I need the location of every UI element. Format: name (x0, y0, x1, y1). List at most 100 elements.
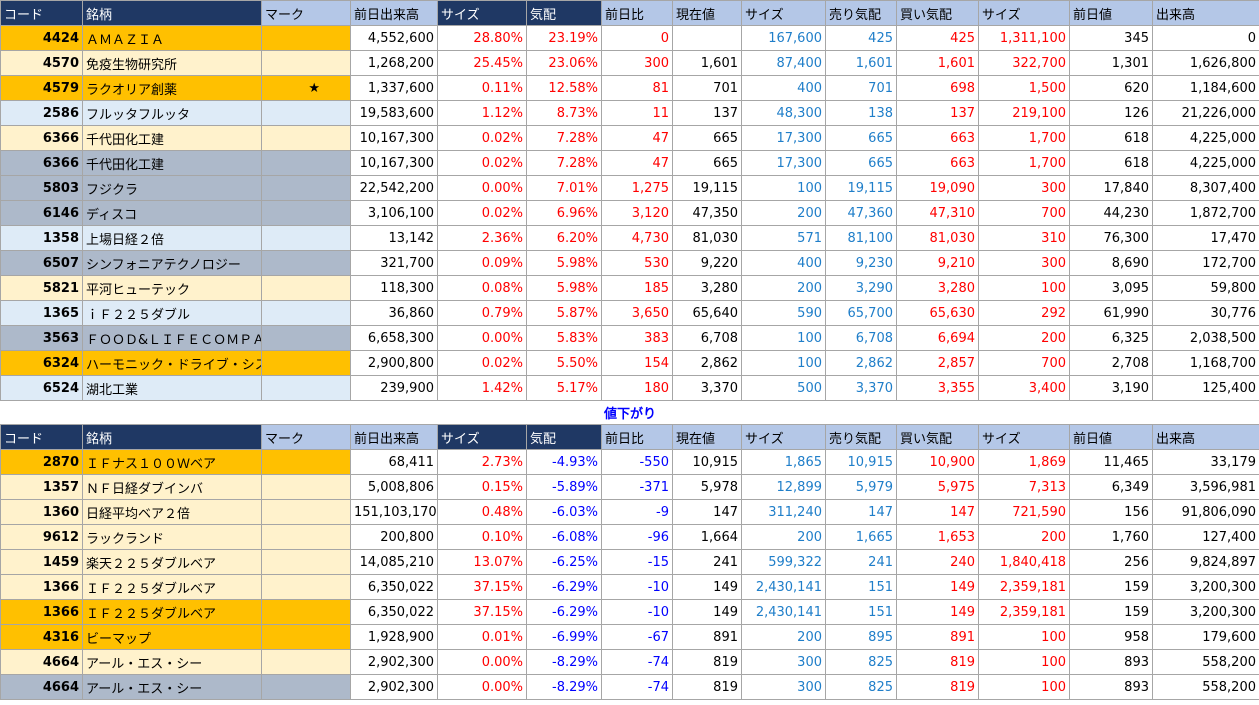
mark-cell[interactable] (261, 300, 351, 326)
prev-volume-cell[interactable]: 2,902,300 (350, 674, 438, 700)
table-row[interactable]: 1358 上場日経２倍 13,142 2.36% 6.20% 4,730 81,030 571… (0, 225, 1259, 251)
losers-header-size-2[interactable]: サイズ (741, 424, 826, 450)
prev-close-cell[interactable]: 3,190 (1069, 375, 1153, 401)
size1-cell[interactable]: 0.00% (437, 649, 527, 675)
table-row[interactable]: 2586 フルッタフルッタ 19,583,600 1.12% 8.73% 11 137 48,… (0, 100, 1259, 126)
gainers-header-quote[interactable]: 気配 (526, 0, 602, 26)
ask-cell[interactable]: 6,708 (825, 325, 897, 351)
name-cell[interactable]: ＮＦ日経ダブインバ (82, 474, 262, 500)
quote-cell[interactable]: 5.17% (526, 375, 602, 401)
quote-cell[interactable]: -6.29% (526, 574, 602, 600)
change-cell[interactable]: 3,120 (601, 200, 673, 226)
change-cell[interactable]: 3,650 (601, 300, 673, 326)
size2-cell[interactable]: 100 (741, 175, 826, 201)
size2-cell[interactable]: 2,430,141 (741, 599, 826, 625)
quote-cell[interactable]: -5.89% (526, 474, 602, 500)
mark-cell[interactable] (261, 25, 351, 51)
prev-volume-cell[interactable]: 22,542,200 (350, 175, 438, 201)
gainers-header-prev-volume[interactable]: 前日出来高 (350, 0, 438, 26)
volume-cell[interactable]: 1,184,600 (1152, 75, 1259, 101)
size3-cell[interactable]: 1,869 (978, 449, 1070, 475)
quote-cell[interactable]: 23.19% (526, 25, 602, 51)
mark-cell[interactable] (261, 175, 351, 201)
price-cell[interactable]: 241 (672, 549, 742, 575)
price-cell[interactable]: 6,708 (672, 325, 742, 351)
code-cell[interactable]: 6524 (0, 375, 83, 401)
mark-cell[interactable] (261, 350, 351, 376)
losers-header-bid[interactable]: 買い気配 (896, 424, 979, 450)
mark-cell[interactable] (261, 200, 351, 226)
name-cell[interactable]: ラックランド (82, 524, 262, 550)
size2-cell[interactable]: 48,300 (741, 100, 826, 126)
change-cell[interactable]: 383 (601, 325, 673, 351)
change-cell[interactable]: 47 (601, 125, 673, 151)
bid-cell[interactable]: 698 (896, 75, 979, 101)
name-cell[interactable]: ＩＦ２２５ダブルベア (82, 574, 262, 600)
quote-cell[interactable]: -8.29% (526, 649, 602, 675)
prev-volume-cell[interactable]: 1,928,900 (350, 624, 438, 650)
mark-cell[interactable] (261, 150, 351, 176)
size3-cell[interactable]: 1,700 (978, 125, 1070, 151)
name-cell[interactable]: ｉＦ２２５ダブル (82, 300, 262, 326)
losers-header-size-1[interactable]: サイズ (437, 424, 527, 450)
bid-cell[interactable]: 1,601 (896, 50, 979, 76)
code-cell[interactable]: 2586 (0, 100, 83, 126)
ask-cell[interactable]: 19,115 (825, 175, 897, 201)
change-cell[interactable]: -15 (601, 549, 673, 575)
prev-volume-cell[interactable]: 2,900,800 (350, 350, 438, 376)
name-cell[interactable]: ＩＦナス１００Ｗベア (82, 449, 262, 475)
size2-cell[interactable]: 500 (741, 375, 826, 401)
code-cell[interactable]: 4424 (0, 25, 83, 51)
ask-cell[interactable]: 151 (825, 599, 897, 625)
volume-cell[interactable]: 8,307,400 (1152, 175, 1259, 201)
losers-header-size-3[interactable]: サイズ (978, 424, 1070, 450)
prev-volume-cell[interactable]: 3,106,100 (350, 200, 438, 226)
ask-cell[interactable]: 895 (825, 624, 897, 650)
mark-cell[interactable] (261, 50, 351, 76)
mark-cell[interactable] (261, 125, 351, 151)
quote-cell[interactable]: 5.83% (526, 325, 602, 351)
mark-cell[interactable] (261, 524, 351, 550)
size2-cell[interactable]: 400 (741, 75, 826, 101)
size3-cell[interactable]: 100 (978, 624, 1070, 650)
prev-close-cell[interactable]: 1,760 (1069, 524, 1153, 550)
quote-cell[interactable]: -6.99% (526, 624, 602, 650)
size3-cell[interactable]: 1,700 (978, 150, 1070, 176)
prev-volume-cell[interactable]: 1,337,600 (350, 75, 438, 101)
quote-cell[interactable]: -6.08% (526, 524, 602, 550)
quote-cell[interactable]: -4.93% (526, 449, 602, 475)
bid-cell[interactable]: 3,280 (896, 275, 979, 301)
size2-cell[interactable]: 599,322 (741, 549, 826, 575)
change-cell[interactable]: 47 (601, 150, 673, 176)
prev-close-cell[interactable]: 345 (1069, 25, 1153, 51)
size1-cell[interactable]: 37.15% (437, 599, 527, 625)
quote-cell[interactable]: -8.29% (526, 674, 602, 700)
bid-cell[interactable]: 663 (896, 150, 979, 176)
bid-cell[interactable]: 819 (896, 674, 979, 700)
table-row[interactable]: 4579 ラクオリア創薬 ★ 1,337,600 0.11% 12.58% 81 701 400… (0, 75, 1259, 101)
price-cell[interactable]: 819 (672, 649, 742, 675)
size1-cell[interactable]: 0.00% (437, 325, 527, 351)
bid-cell[interactable]: 663 (896, 125, 979, 151)
size1-cell[interactable]: 0.02% (437, 350, 527, 376)
ask-cell[interactable]: 2,862 (825, 350, 897, 376)
price-cell[interactable]: 3,280 (672, 275, 742, 301)
prev-volume-cell[interactable]: 13,142 (350, 225, 438, 251)
prev-close-cell[interactable]: 44,230 (1069, 200, 1153, 226)
table-row[interactable]: 1357 ＮＦ日経ダブインバ 5,008,806 0.15% -5.89% -371 5,9… (0, 474, 1259, 500)
quote-cell[interactable]: 5.50% (526, 350, 602, 376)
gainers-header-size-3[interactable]: サイズ (978, 0, 1070, 26)
quote-cell[interactable]: 8.73% (526, 100, 602, 126)
name-cell[interactable]: ＩＦ２２５ダブルベア (82, 599, 262, 625)
price-cell[interactable]: 5,978 (672, 474, 742, 500)
size3-cell[interactable]: 700 (978, 350, 1070, 376)
bid-cell[interactable]: 5,975 (896, 474, 979, 500)
bid-cell[interactable]: 2,857 (896, 350, 979, 376)
size3-cell[interactable]: 200 (978, 524, 1070, 550)
name-cell[interactable]: 上場日経２倍 (82, 225, 262, 251)
size1-cell[interactable]: 28.80% (437, 25, 527, 51)
prev-close-cell[interactable]: 159 (1069, 599, 1153, 625)
size1-cell[interactable]: 0.09% (437, 250, 527, 276)
size2-cell[interactable]: 17,300 (741, 150, 826, 176)
change-cell[interactable]: 180 (601, 375, 673, 401)
